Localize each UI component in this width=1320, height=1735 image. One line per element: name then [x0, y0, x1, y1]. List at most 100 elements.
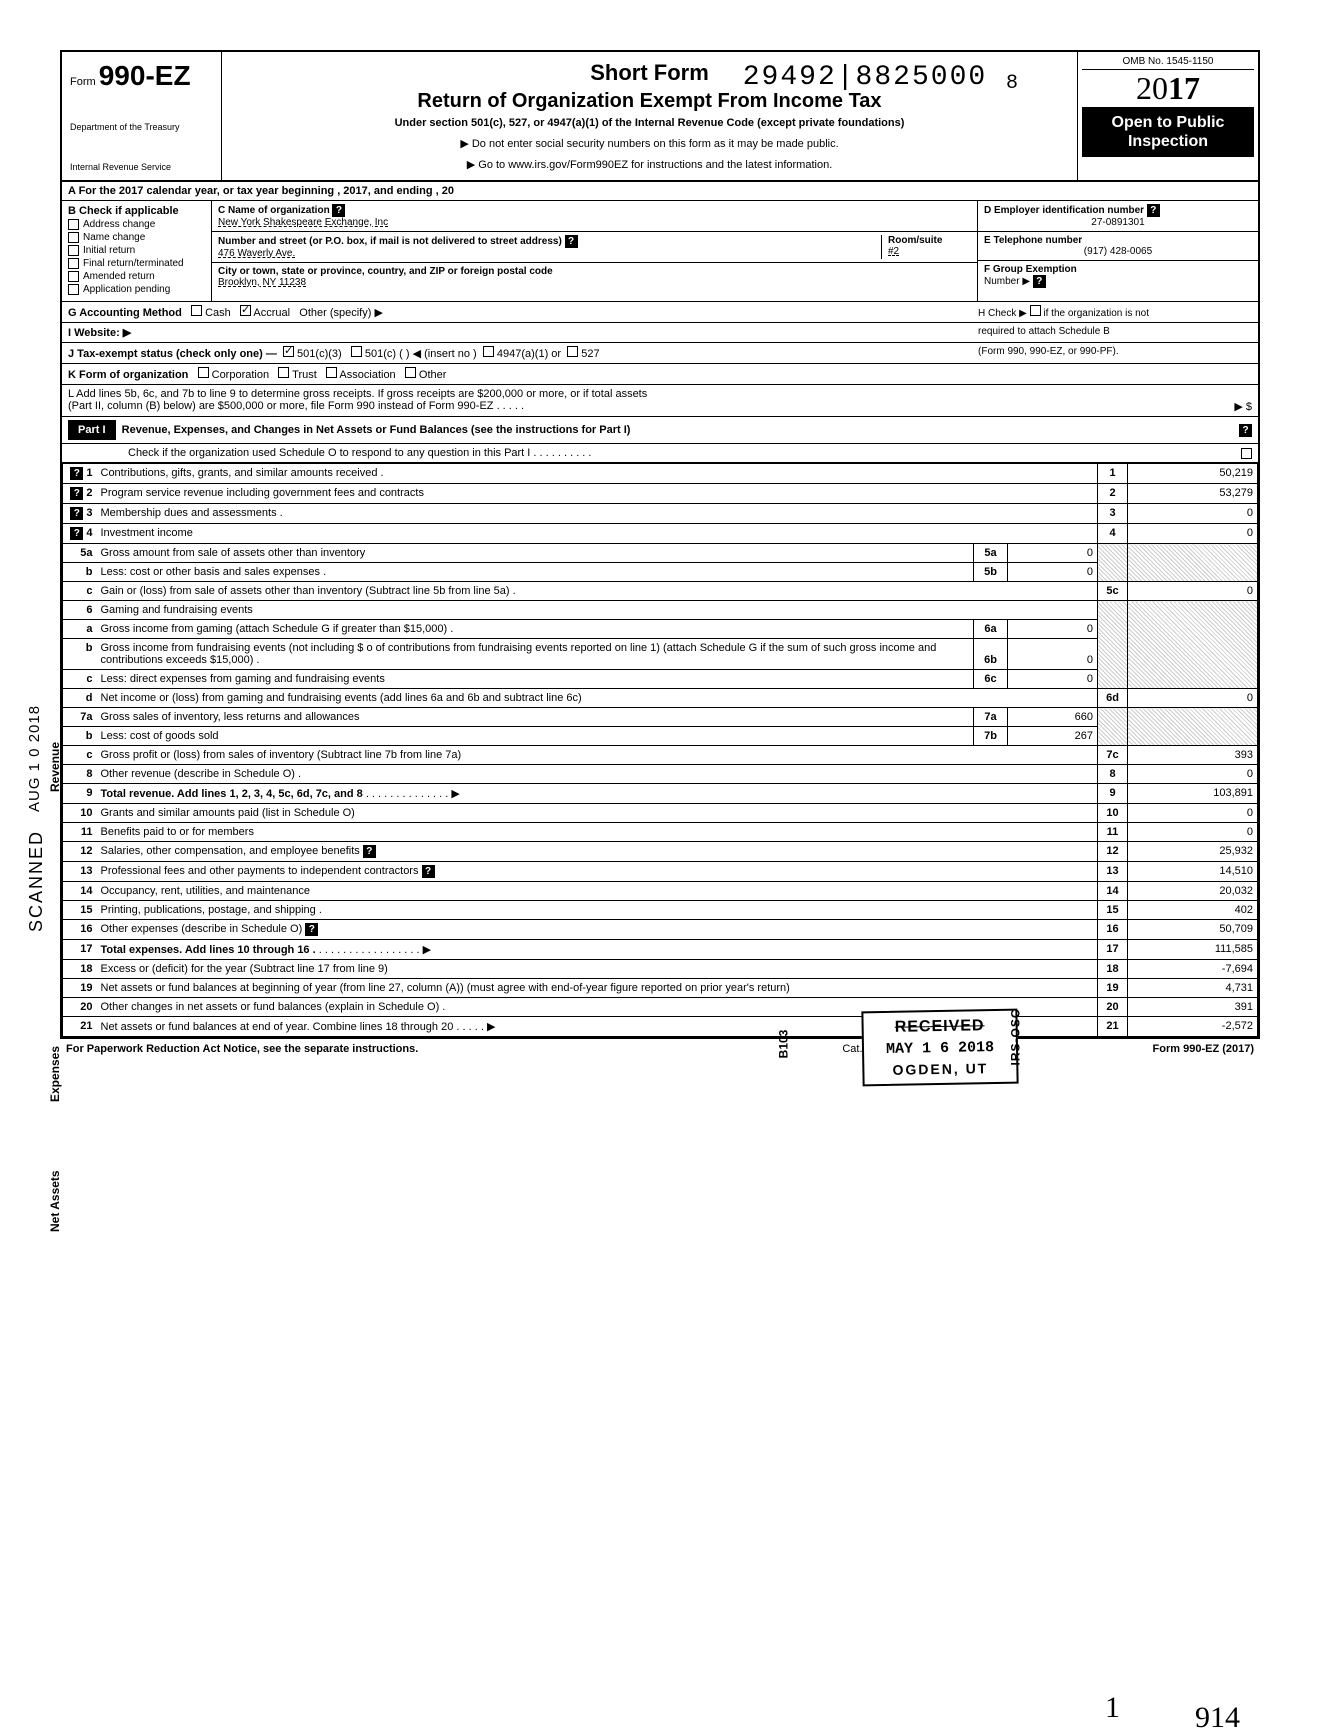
line-midnum: 6a: [974, 620, 1008, 639]
g-other: Other (specify) ▶: [299, 307, 383, 319]
line-rnum: 17: [1098, 940, 1128, 960]
line-rnum: 14: [1098, 882, 1128, 901]
table-row: d Net income or (loss) from gaming and fu…: [63, 689, 1258, 708]
checkbox-icon[interactable]: [351, 346, 362, 357]
phone-row: E Telephone number (917) 428-0065: [978, 232, 1258, 261]
line-rnum: 1: [1098, 464, 1128, 484]
part1-title: Revenue, Expenses, and Changes in Net As…: [122, 424, 1239, 436]
table-row: bLess: cost of goods sold7b267: [63, 727, 1258, 746]
shaded-cell: [1128, 708, 1258, 746]
scanned-stamp: SCANNED: [26, 830, 47, 932]
help-icon[interactable]: ?: [332, 204, 345, 217]
line-val: 0: [1128, 804, 1258, 823]
line-desc: Other revenue (describe in Schedule O) .: [101, 768, 302, 780]
shaded-cell: [1098, 601, 1128, 689]
irs-osc-stamp: IRS-OSC: [1008, 1008, 1022, 1065]
table-row: 8 Other revenue (describe in Schedule O) …: [63, 765, 1258, 784]
table-row: b Less: cost or other basis and sales exp…: [63, 563, 1258, 582]
line-desc: Less: cost of goods sold: [101, 730, 219, 742]
cb-name-change[interactable]: Name change: [68, 232, 205, 243]
line-num: 8: [63, 765, 97, 784]
form-number: Form 990-EZ: [70, 60, 213, 92]
help-icon[interactable]: ?: [1147, 204, 1160, 217]
footer-left: For Paperwork Reduction Act Notice, see …: [66, 1043, 609, 1055]
line-rnum: 7c: [1098, 746, 1128, 765]
cb-address-change[interactable]: Address change: [68, 219, 205, 230]
line-desc: Contributions, gifts, grants, and simila…: [101, 467, 384, 479]
checkbox-icon[interactable]: [1030, 305, 1041, 316]
cb-final-return[interactable]: Final return/terminated: [68, 258, 205, 269]
checkbox-icon[interactable]: [191, 305, 202, 316]
line-desc: Printing, publications, postage, and shi…: [101, 904, 322, 916]
help-icon[interactable]: ?: [70, 467, 83, 480]
line-midnum: 6c: [974, 670, 1008, 689]
line-rnum: 2: [1098, 484, 1128, 504]
cb-initial-return[interactable]: Initial return: [68, 245, 205, 256]
line-desc: Net income or (loss) from gaming and fun…: [101, 692, 582, 704]
cb-application-pending[interactable]: Application pending: [68, 284, 205, 295]
line-num: a: [63, 620, 97, 639]
line-rnum: 10: [1098, 804, 1128, 823]
help-icon[interactable]: ?: [422, 865, 435, 878]
table-row: bGross income from fundraising events (n…: [63, 639, 1258, 670]
checkbox-icon[interactable]: [483, 346, 494, 357]
help-icon[interactable]: ?: [363, 845, 376, 858]
checkbox-icon[interactable]: [405, 367, 416, 378]
org-name-row: C Name of organization ? New York Shakes…: [212, 201, 977, 232]
line-desc: Less: cost or other basis and sales expe…: [101, 566, 327, 578]
line-rnum: 18: [1098, 960, 1128, 979]
line-num: 18: [63, 960, 97, 979]
cb-label: Name change: [83, 232, 145, 243]
line-val: -2,572: [1128, 1017, 1258, 1037]
line-val: 402: [1128, 901, 1258, 920]
help-icon[interactable]: ?: [70, 507, 83, 520]
phone-label: E Telephone number: [984, 235, 1082, 246]
checkbox-icon[interactable]: [283, 346, 294, 357]
j-501c3: 501(c)(3): [297, 348, 342, 360]
checkbox-icon[interactable]: [1241, 448, 1252, 459]
cb-label: Address change: [83, 219, 155, 230]
open-to-public: Open to Public Inspection: [1082, 107, 1254, 157]
row-j-tax-status: J Tax-exempt status (check only one) — 5…: [62, 343, 1258, 364]
addr-value: 476 Waverly Ave.: [218, 248, 295, 259]
line-num: b: [63, 639, 97, 670]
help-icon[interactable]: ?: [1239, 424, 1252, 437]
help-icon[interactable]: ?: [70, 527, 83, 540]
org-city-row: City or town, state or province, country…: [212, 263, 977, 291]
line-rnum: 11: [1098, 823, 1128, 842]
addr-label: Number and street (or P.O. box, if mail …: [218, 236, 562, 247]
col-de: D Employer identification number ? 27-08…: [978, 201, 1258, 301]
line-num: 15: [63, 901, 97, 920]
checkbox-icon[interactable]: [198, 367, 209, 378]
table-row: ? 3Membership dues and assessments .30: [63, 504, 1258, 524]
dept-irs: Internal Revenue Service: [70, 162, 213, 172]
j-label: J Tax-exempt status (check only one) —: [68, 348, 277, 360]
help-icon[interactable]: ?: [305, 923, 318, 936]
line-rnum: 5c: [1098, 582, 1128, 601]
part1-label: Part I: [68, 420, 116, 440]
cb-amended-return[interactable]: Amended return: [68, 271, 205, 282]
line-desc: Net assets or fund balances at end of ye…: [101, 1021, 454, 1033]
help-icon[interactable]: ?: [1033, 275, 1046, 288]
help-icon[interactable]: ?: [565, 235, 578, 248]
dept-treasury: Department of the Treasury: [70, 122, 213, 132]
line-num: 16: [63, 920, 97, 940]
checkbox-icon[interactable]: [240, 305, 251, 316]
line-num: d: [63, 689, 97, 708]
line-desc: Salaries, other compensation, and employ…: [101, 845, 360, 857]
checkbox-icon[interactable]: [567, 346, 578, 357]
help-icon[interactable]: ?: [70, 487, 83, 500]
line-num: b: [63, 563, 97, 582]
open-line1: Open to Public: [1084, 113, 1252, 132]
table-row: 14Occupancy, rent, utilities, and mainte…: [63, 882, 1258, 901]
checkbox-icon[interactable]: [326, 367, 337, 378]
cb-label: Application pending: [83, 284, 170, 295]
line-desc: Total revenue. Add lines 1, 2, 3, 4, 5c,…: [101, 788, 363, 800]
line-num: 10: [63, 804, 97, 823]
note-ssn: ▶ Do not enter social security numbers o…: [242, 137, 1057, 150]
line-desc: Other expenses (describe in Schedule O): [101, 923, 303, 935]
handwritten-914: 914: [1195, 1701, 1240, 1735]
shaded-cell: [1098, 544, 1128, 582]
k-label: K Form of organization: [68, 369, 188, 381]
checkbox-icon[interactable]: [278, 367, 289, 378]
